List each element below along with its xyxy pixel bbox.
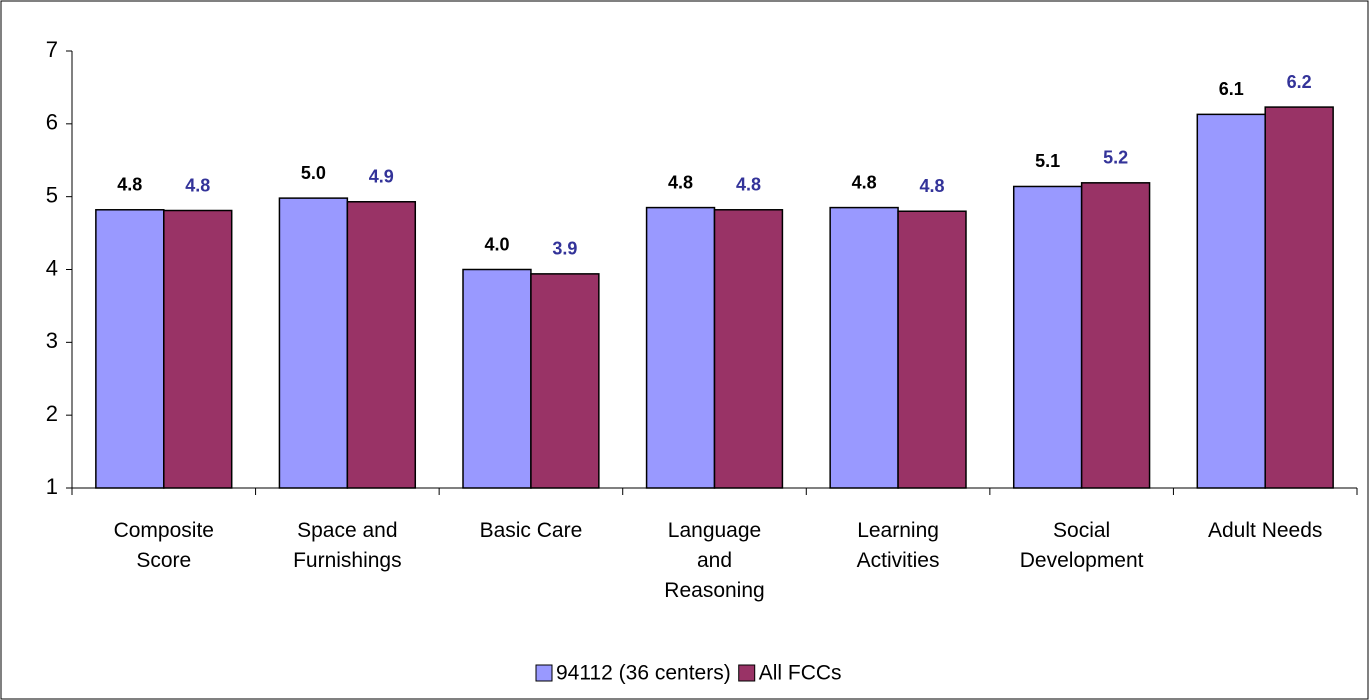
bar [645, 206, 716, 489]
x-tick-label: Composite Score [113, 519, 214, 572]
value-label: 6.1 [1219, 79, 1244, 99]
y-tick-label: 7 [46, 37, 58, 62]
x-tick-label: Language and Reasoning [664, 519, 765, 602]
bar [897, 210, 967, 489]
value-label: 4.8 [736, 175, 761, 195]
x-tick-label: Adult Needs [1208, 519, 1323, 542]
bar [1012, 185, 1083, 489]
bar [713, 209, 784, 489]
y-tick-label: 1 [46, 474, 58, 499]
bar [530, 273, 600, 489]
bar [163, 209, 233, 489]
y-tick-label: 2 [46, 401, 58, 426]
bar [1196, 113, 1266, 489]
bar [95, 209, 165, 489]
value-label: 4.9 [369, 167, 394, 187]
bar [1080, 182, 1151, 489]
value-label: 4.8 [852, 172, 877, 192]
value-label: 5.1 [1035, 151, 1060, 171]
x-tick-label: Space and Furnishings [293, 519, 402, 572]
value-label: 4.8 [920, 176, 945, 196]
legend-label: All FCCs [759, 662, 842, 685]
y-tick-label: 4 [46, 255, 58, 280]
bar [1264, 106, 1334, 489]
value-label: 4.0 [484, 234, 509, 254]
value-label: 4.8 [185, 175, 210, 195]
x-tick-label: Social Development [1019, 519, 1144, 572]
legend-label: 94112 (36 centers) [556, 662, 731, 685]
value-label: 4.8 [117, 175, 142, 195]
value-label: 6.2 [1287, 72, 1312, 92]
bar [462, 268, 532, 489]
legend-swatch [535, 664, 553, 682]
y-tick-label: 6 [46, 110, 58, 135]
value-label: 4.8 [668, 172, 693, 192]
bar [278, 197, 349, 489]
value-label: 5.2 [1103, 148, 1128, 168]
bar [829, 206, 899, 489]
y-tick-label: 3 [46, 328, 58, 353]
bar [346, 201, 417, 489]
y-tick-label: 5 [46, 182, 58, 207]
x-tick-label: Basic Care [479, 519, 583, 542]
legend-swatch [738, 664, 756, 682]
x-tick-label: Learning Activities [856, 519, 940, 572]
value-label: 5.0 [301, 163, 326, 183]
value-label: 3.9 [552, 239, 577, 259]
